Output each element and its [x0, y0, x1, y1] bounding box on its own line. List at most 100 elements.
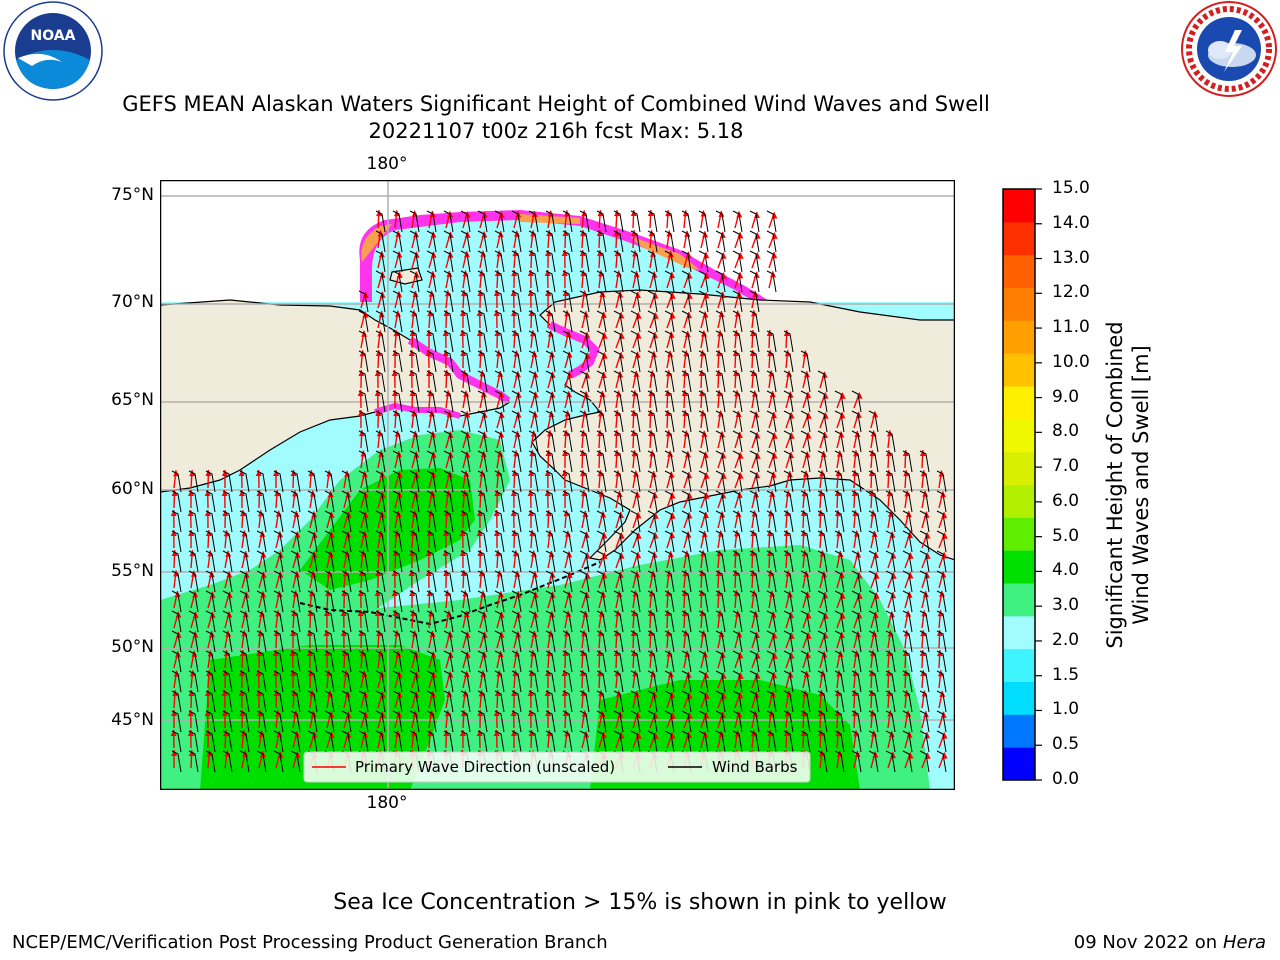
- wave-direction-arrowhead: [323, 610, 330, 617]
- wind-barb: [494, 590, 505, 613]
- wave-direction-arrowhead: [323, 630, 330, 637]
- wind-barb: [443, 510, 454, 533]
- wind-barb: [239, 670, 250, 693]
- wind-barb: [511, 610, 522, 633]
- wind-barb: [256, 650, 267, 673]
- wave-direction-arrowhead: [459, 530, 466, 537]
- wind-barb: [766, 410, 777, 433]
- wind-barb: [392, 270, 403, 293]
- colorbar-tick-label: 4.0: [1052, 560, 1080, 581]
- wind-barb: [528, 450, 539, 473]
- wave-direction-arrowhead: [664, 610, 671, 617]
- wave-direction-arrowhead: [357, 590, 364, 597]
- wind-barb: [562, 370, 573, 393]
- wind-barb: [307, 490, 318, 513]
- wind-barb: [681, 310, 692, 333]
- wind-barb: [494, 650, 505, 673]
- wind-barb: [222, 690, 233, 713]
- wind-barb: [630, 610, 641, 633]
- wave-direction-arrowhead: [561, 450, 568, 456]
- wind-barb: [409, 650, 420, 673]
- wind-barb: [256, 670, 267, 693]
- wind-barb: [596, 550, 607, 573]
- wind-barb: [307, 570, 318, 593]
- wind-barb: [698, 410, 709, 433]
- wave-direction-arrowhead: [307, 610, 314, 617]
- colorbar-band: [1003, 451, 1035, 485]
- colorbar-band: [1003, 287, 1035, 321]
- wind-barb: [273, 590, 284, 613]
- wind-barb: [732, 510, 743, 533]
- wind-barb: [222, 650, 233, 673]
- wind-barb: [460, 530, 471, 553]
- wind-barb: [919, 450, 930, 473]
- wave-direction-arrowhead: [601, 572, 608, 579]
- wind-barb: [171, 750, 182, 773]
- wave-direction-arrowhead: [579, 450, 586, 457]
- wind-barb: [324, 610, 335, 633]
- wave-direction-arrowhead: [447, 451, 454, 458]
- wave-direction-arrowhead: [562, 650, 569, 657]
- wind-barb: [392, 210, 403, 233]
- wind-barb: [851, 590, 862, 613]
- wind-barb: [290, 550, 301, 573]
- wind-barb: [477, 370, 488, 393]
- wind-barb: [426, 670, 437, 693]
- wind-barb: [494, 470, 505, 493]
- wave-direction-arrowhead: [596, 250, 603, 257]
- wind-barb: [613, 210, 624, 233]
- wind-barb: [800, 510, 811, 533]
- wind-barb: [936, 650, 947, 673]
- wind-barb: [409, 350, 420, 373]
- wind-barb: [511, 350, 522, 373]
- wind-barb: [307, 510, 318, 533]
- wind-barb: [290, 610, 301, 633]
- wind-barb: [647, 530, 658, 553]
- wind-barb: [239, 570, 250, 593]
- wind-barb: [426, 430, 437, 453]
- wind-barb: [800, 410, 811, 433]
- wind-barb: [783, 590, 794, 613]
- wind-barb: [256, 710, 267, 733]
- wind-barb: [902, 750, 913, 773]
- wave-direction-arrowhead: [600, 371, 607, 378]
- wind-barb: [256, 570, 267, 593]
- wind-barb: [698, 270, 709, 293]
- wave-direction-arrowhead: [561, 470, 568, 477]
- wave-direction-arrowhead: [669, 272, 676, 279]
- wind-barb: [443, 350, 454, 373]
- colorbar-tick-label: 8.0: [1052, 421, 1080, 442]
- wind-barb: [613, 270, 624, 293]
- wind-barb: [392, 410, 403, 433]
- wind-barb: [868, 610, 879, 633]
- wind-barb: [528, 430, 539, 453]
- wind-barb: [528, 310, 539, 333]
- date-stamp: 09 Nov 2022 on Hera: [1074, 932, 1266, 953]
- wave-direction-arrowhead: [596, 650, 603, 657]
- wind-barb: [273, 730, 284, 753]
- wind-barb: [868, 710, 879, 733]
- wind-barb: [222, 710, 233, 733]
- wind-barb: [868, 410, 879, 433]
- wind-barb: [630, 630, 641, 653]
- wind-barb: [783, 650, 794, 673]
- wind-barb: [426, 590, 437, 613]
- wind-barb: [732, 450, 743, 473]
- wind-barb: [630, 530, 641, 553]
- wind-barb: [460, 390, 471, 413]
- wind-barb: [715, 450, 726, 473]
- wind-barb: [715, 550, 726, 573]
- wind-barb: [273, 750, 284, 773]
- wave-direction-arrowhead: [515, 611, 522, 618]
- wind-barb: [443, 250, 454, 273]
- wind-barb: [817, 490, 828, 513]
- wave-direction-arrowhead: [851, 490, 858, 497]
- wave-direction-arrowhead: [561, 690, 568, 697]
- wind-barb: [307, 710, 318, 733]
- wind-barb: [596, 270, 607, 293]
- wind-barb: [800, 650, 811, 673]
- wind-barb: [664, 310, 675, 333]
- wind-barb: [392, 250, 403, 273]
- wave-direction-arrowhead: [374, 610, 381, 617]
- wind-barb: [443, 670, 454, 693]
